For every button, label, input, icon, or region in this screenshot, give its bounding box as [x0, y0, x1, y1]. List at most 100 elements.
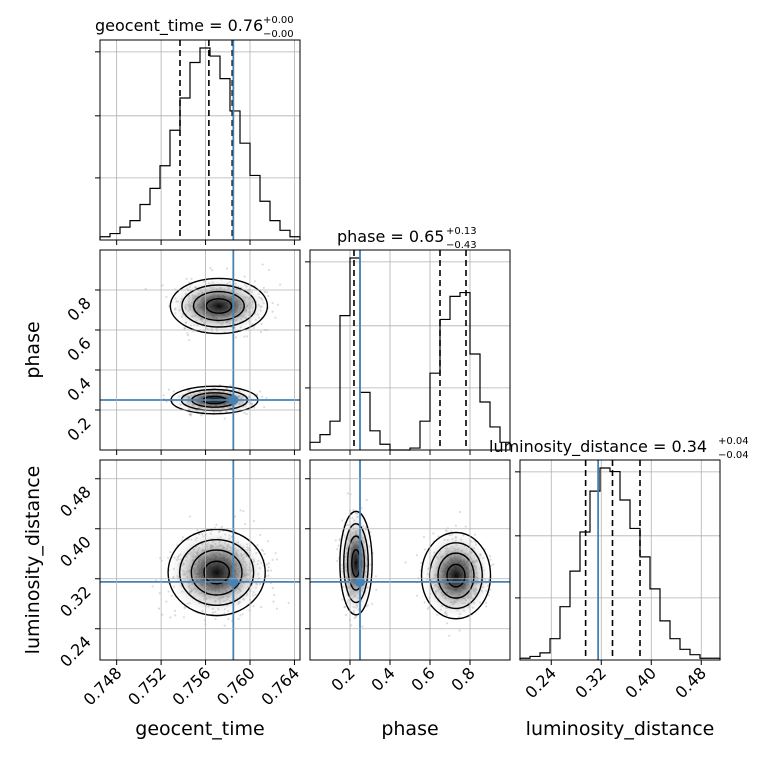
- sample-point: [186, 334, 190, 337]
- sample-point: [259, 330, 262, 333]
- sample-point: [183, 327, 186, 330]
- sample-point: [183, 606, 186, 610]
- sample-point: [223, 624, 226, 627]
- panel-geocent_time-vs-luminosity_distance: [100, 460, 300, 660]
- x-tick-label-geocent_time-1: 0.752: [124, 663, 170, 709]
- sample-point: [361, 625, 364, 628]
- sample-point: [165, 295, 168, 298]
- sample-point: [271, 310, 274, 313]
- sample-point: [252, 520, 255, 523]
- panel-geocent_time-vs-phase: [100, 250, 300, 450]
- y-tick-label-luminosity_distance-3: 0.48: [56, 482, 95, 521]
- sample-point: [190, 277, 193, 280]
- sample-point: [225, 267, 229, 270]
- sample-point: [415, 594, 419, 597]
- xlabel-luminosity-distance: luminosity_distance: [526, 718, 715, 740]
- density-phase-vs-luminosity_distance-1: [421, 532, 491, 619]
- sample-point: [185, 277, 188, 280]
- sample-point: [404, 561, 407, 564]
- sample-point: [167, 590, 170, 593]
- sample-point: [352, 508, 355, 511]
- sample-point: [181, 536, 184, 539]
- panel-phase-vs-luminosity_distance: [310, 460, 510, 660]
- sample-point: [276, 558, 279, 561]
- x-tick-label-luminosity_distance-2: 0.40: [621, 663, 660, 702]
- sample-point: [260, 548, 263, 551]
- sample-point: [256, 544, 259, 547]
- sample-point: [267, 268, 271, 272]
- sample-point: [426, 607, 429, 611]
- title-phase-sup: +0.13: [446, 226, 477, 237]
- contour-geocent_time-vs-luminosity_distance-0-2: [190, 549, 243, 596]
- sample-point: [158, 592, 161, 595]
- sample-point: [211, 269, 214, 272]
- contour-phase-vs-luminosity_distance-0-0: [339, 510, 373, 616]
- sample-point: [436, 613, 439, 616]
- sample-point: [263, 552, 266, 556]
- sample-point: [265, 563, 268, 566]
- sample-point: [487, 593, 490, 597]
- sample-point: [234, 515, 237, 518]
- panel-frame-geocent_time-vs-phase: [99, 249, 301, 451]
- sample-point: [245, 335, 249, 338]
- contour-geocent_time-vs-phase-0-1: [181, 284, 257, 328]
- x-tick-label-phase-3: 0.8: [447, 663, 478, 694]
- sample-point: [183, 327, 186, 330]
- sample-point: [243, 335, 246, 338]
- sample-point: [473, 533, 476, 536]
- sample-point: [415, 554, 418, 557]
- sample-point: [161, 284, 164, 287]
- sample-point: [242, 510, 245, 513]
- y-tick-label-phase-1: 0.4: [63, 373, 94, 404]
- panel-content-geocent_time-vs-phase: [144, 263, 282, 420]
- contour-phase-vs-luminosity_distance-1-2: [437, 552, 475, 599]
- y-tick-label-phase-2: 0.6: [63, 333, 94, 364]
- histogram-phase: [309, 257, 511, 451]
- sample-point: [270, 569, 273, 572]
- sample-point: [172, 390, 175, 393]
- sample-point: [200, 414, 203, 417]
- panel-frame-hist-phase: [309, 249, 511, 451]
- contour-geocent_time-vs-phase-0-2: [192, 290, 245, 322]
- sample-point: [186, 332, 189, 335]
- ylabel-luminosity-distance: luminosity_distance: [22, 466, 44, 655]
- sample-point: [267, 566, 270, 569]
- sample-point: [423, 548, 426, 551]
- sample-point: [244, 523, 247, 526]
- sample-point: [432, 532, 435, 535]
- sample-point: [341, 519, 344, 522]
- sample-point: [227, 617, 230, 621]
- sample-point: [489, 558, 492, 561]
- sample-point: [274, 316, 277, 319]
- density-phase-vs-luminosity_distance-0: [339, 511, 373, 615]
- sample-point: [338, 539, 341, 542]
- sample-point: [271, 586, 274, 590]
- sample-point: [343, 605, 346, 608]
- sample-point: [275, 607, 279, 610]
- sample-point: [174, 609, 177, 613]
- x-tick-label-geocent_time-3: 0.760: [213, 663, 259, 709]
- sample-point: [422, 535, 425, 539]
- sample-point: [261, 263, 264, 266]
- sample-point: [196, 529, 199, 532]
- panel-frame-hist-luminosity_distance: [519, 459, 721, 661]
- density-geocent_time-vs-luminosity_distance-0: [168, 529, 266, 616]
- title-geocent-time: geocent_time = 0.76: [95, 16, 263, 36]
- sample-point: [174, 614, 177, 617]
- sample-point: [167, 388, 170, 391]
- sample-point: [262, 286, 265, 289]
- sample-point: [489, 555, 492, 558]
- sample-point: [448, 634, 451, 637]
- sample-point: [221, 525, 224, 529]
- sample-point: [253, 406, 256, 409]
- sample-point: [343, 606, 346, 609]
- sample-point: [209, 267, 212, 270]
- sample-point: [167, 556, 170, 559]
- sample-point: [239, 614, 242, 617]
- sample-point: [261, 549, 265, 553]
- sample-point: [420, 561, 423, 565]
- density-geocent_time-vs-phase-0: [170, 278, 268, 334]
- x-tick-label-geocent_time-4: 0.764: [257, 663, 303, 709]
- title-phase: phase = 0.65: [337, 227, 444, 246]
- sample-point: [464, 525, 467, 528]
